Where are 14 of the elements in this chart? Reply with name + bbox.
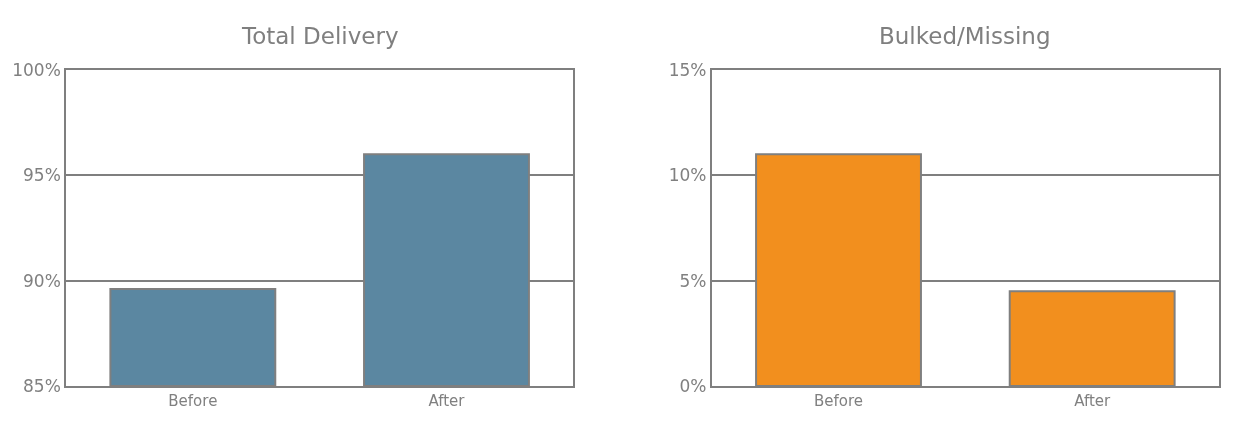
x-tick-label: Before bbox=[168, 391, 218, 410]
y-tick-label: 5% bbox=[679, 270, 707, 291]
y-tick-label: 10% bbox=[668, 165, 707, 186]
y-tick-label: 95% bbox=[23, 165, 61, 186]
x-tick-label: After bbox=[1074, 391, 1112, 410]
y-tick-label: 100% bbox=[12, 59, 61, 80]
chart-title: Bulked/Missing bbox=[879, 23, 1051, 49]
x-tick-label: After bbox=[428, 391, 466, 410]
y-tick-label: 85% bbox=[23, 375, 61, 396]
y-tick-label: 0% bbox=[679, 375, 707, 396]
y-tick-label: 15% bbox=[668, 59, 707, 80]
x-tick-label: Before bbox=[813, 391, 864, 410]
chart-title: Total Delivery bbox=[241, 23, 399, 49]
y-tick-label: 90% bbox=[23, 270, 61, 291]
